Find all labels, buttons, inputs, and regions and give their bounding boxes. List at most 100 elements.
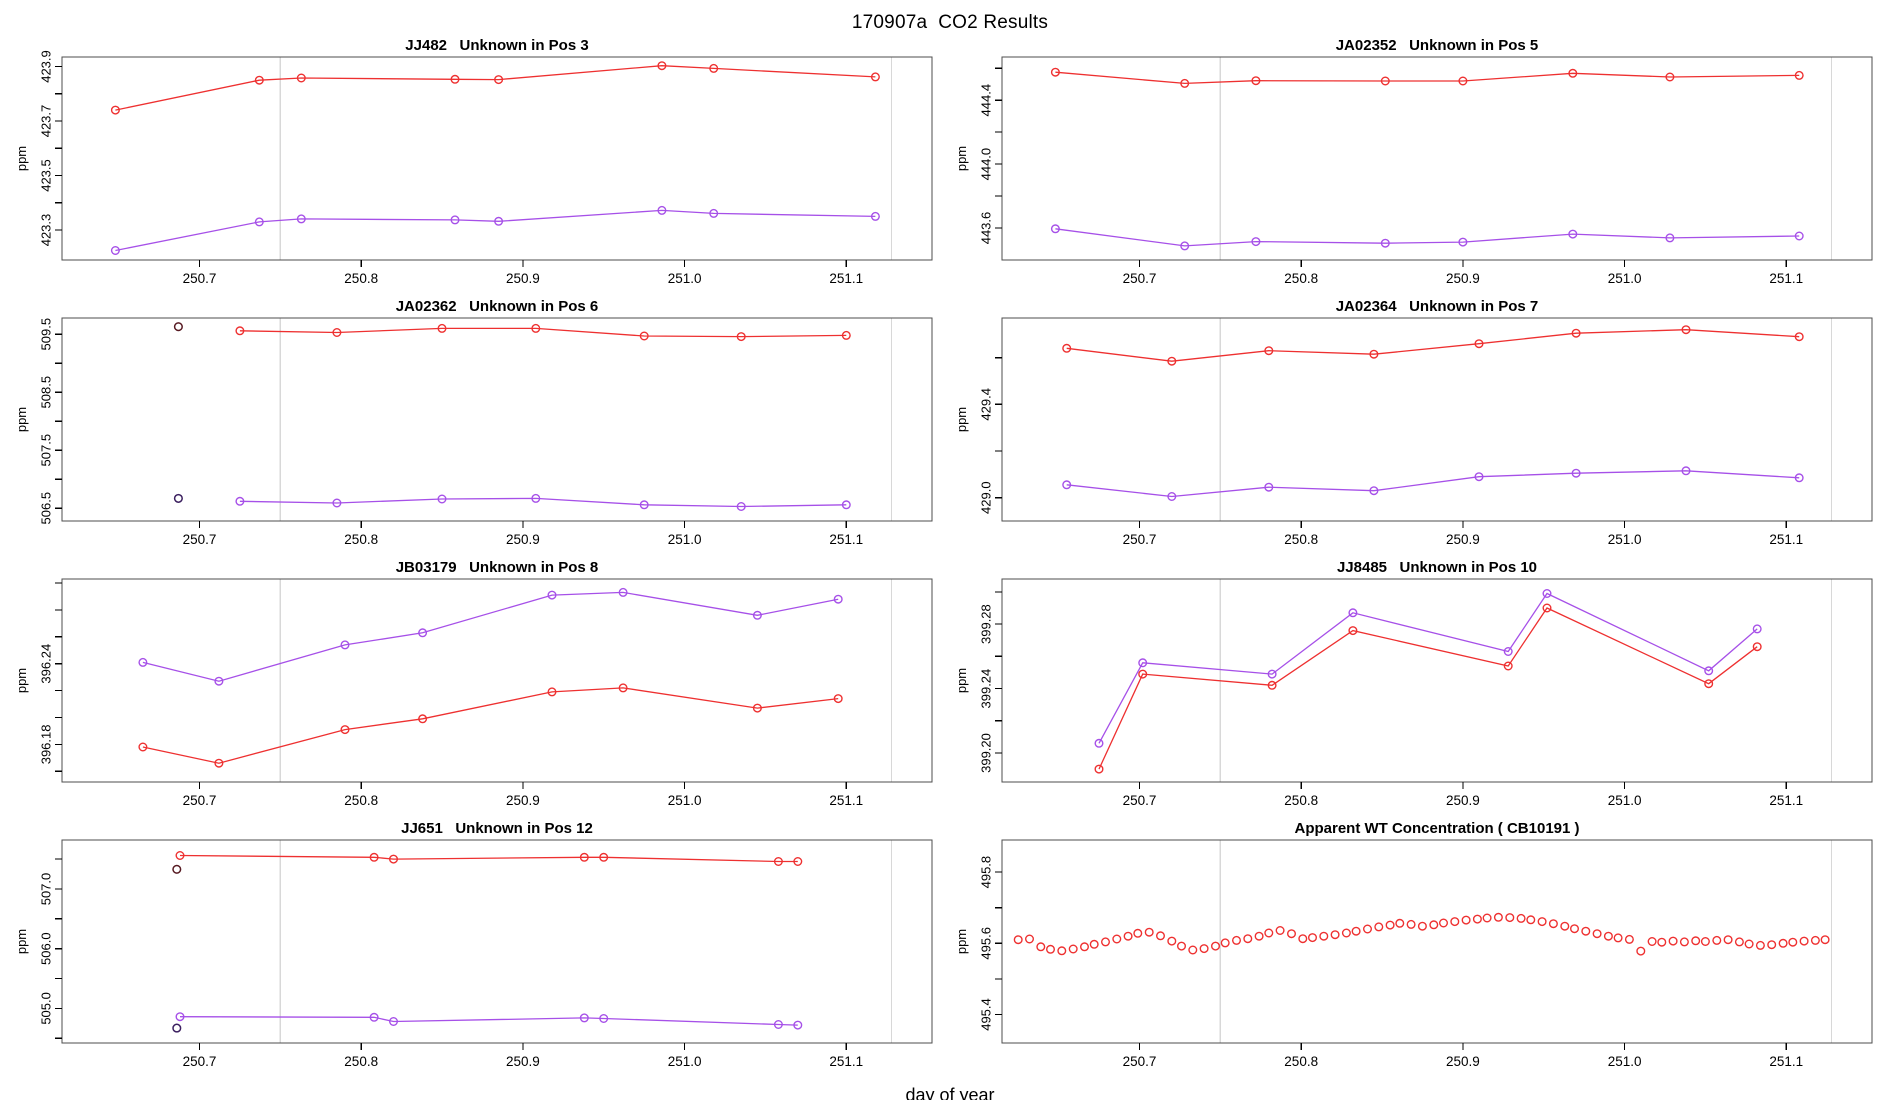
svg-text:250.9: 250.9 bbox=[506, 793, 540, 808]
svg-text:250.8: 250.8 bbox=[1284, 271, 1318, 286]
svg-text:ppm: ppm bbox=[14, 668, 29, 693]
svg-text:250.9: 250.9 bbox=[1446, 271, 1480, 286]
chart-canvas: 505.0 506.0 507.0 250.7 250.8 250.9 251.0 251.1… bbox=[14, 820, 933, 1069]
svg-text:250.9: 250.9 bbox=[506, 532, 540, 547]
svg-text:251.1: 251.1 bbox=[829, 532, 863, 547]
subplot-row3-col2: 399.20 399.24 399.28 250.7 250.8 250.9 251.0 25… bbox=[948, 558, 1878, 819]
svg-text:251.1: 251.1 bbox=[829, 1054, 863, 1069]
svg-text:250.8: 250.8 bbox=[1284, 1054, 1318, 1069]
subplot-row3-col1: 396.18 396.24 250.7 250.8 250.9 251.0 251.1 ppm… bbox=[8, 558, 938, 819]
svg-text:396.18: 396.18 bbox=[39, 725, 54, 765]
svg-text:250.9: 250.9 bbox=[1446, 1054, 1480, 1069]
figure-title: 170907a CO2 Results bbox=[851, 12, 1049, 33]
svg-text:250.7: 250.7 bbox=[183, 532, 217, 547]
svg-text:507.0: 507.0 bbox=[39, 873, 54, 906]
svg-text:250.7: 250.7 bbox=[1123, 532, 1157, 547]
svg-text:ppm: ppm bbox=[954, 407, 969, 432]
svg-text:JA02364 Unknown in Pos 7: JA02364 Unknown in Pos 7 bbox=[1336, 298, 1539, 315]
svg-text:JA02362 Unknown in Pos 6: JA02362 Unknown in Pos 6 bbox=[396, 298, 599, 315]
svg-text:495.4: 495.4 bbox=[979, 998, 994, 1031]
svg-text:251.0: 251.0 bbox=[668, 793, 702, 808]
svg-text:495.8: 495.8 bbox=[979, 856, 994, 889]
svg-text:ppm: ppm bbox=[14, 407, 29, 432]
chart-canvas: 399.20 399.24 399.28 250.7 250.8 250.9 251.0 25… bbox=[954, 559, 1873, 808]
svg-text:ppm: ppm bbox=[954, 668, 969, 693]
svg-text:250.7: 250.7 bbox=[1123, 793, 1157, 808]
chart-canvas: 506.5 507.5 508.5 509.5 250.7 250.8 250.9 251.0… bbox=[14, 298, 933, 547]
svg-text:495.6: 495.6 bbox=[979, 927, 994, 960]
svg-text:251.0: 251.0 bbox=[668, 532, 702, 547]
svg-text:251.0: 251.0 bbox=[1608, 1054, 1642, 1069]
svg-text:ppm: ppm bbox=[954, 929, 969, 954]
subplot-row4-col2: 495.4 495.6 495.8 250.7 250.8 250.9 251.0 251.1… bbox=[948, 819, 1878, 1080]
svg-text:423.9: 423.9 bbox=[39, 50, 54, 83]
svg-text:JJ651 Unknown in Pos 12: JJ651 Unknown in Pos 12 bbox=[401, 820, 593, 837]
svg-text:250.9: 250.9 bbox=[1446, 532, 1480, 547]
chart-canvas: 443.6 444.0 444.4 250.7 250.8 250.9 251.0 251.1… bbox=[954, 37, 1873, 286]
svg-text:250.7: 250.7 bbox=[183, 1054, 217, 1069]
chart-canvas: 396.18 396.24 250.7 250.8 250.9 251.0 251.1 ppm… bbox=[14, 559, 933, 808]
x-axis-label: day of year bbox=[905, 1084, 995, 1100]
svg-text:Apparent WT Concentration ( CB: Apparent WT Concentration ( CB10191 ) bbox=[1294, 820, 1579, 837]
svg-text:JJ8485 Unknown in Pos 10: JJ8485 Unknown in Pos 10 bbox=[1337, 559, 1537, 576]
svg-text:251.0: 251.0 bbox=[1608, 271, 1642, 286]
subplot-row2-col1: 506.5 507.5 508.5 509.5 250.7 250.8 250.9 251.0… bbox=[8, 297, 938, 558]
svg-text:250.8: 250.8 bbox=[344, 793, 378, 808]
svg-text:ppm: ppm bbox=[14, 146, 29, 171]
svg-text:508.5: 508.5 bbox=[39, 376, 54, 409]
svg-text:250.7: 250.7 bbox=[1123, 271, 1157, 286]
svg-text:251.0: 251.0 bbox=[668, 271, 702, 286]
svg-text:506.5: 506.5 bbox=[39, 492, 54, 525]
svg-text:506.0: 506.0 bbox=[39, 932, 54, 965]
svg-text:251.1: 251.1 bbox=[829, 271, 863, 286]
svg-text:423.7: 423.7 bbox=[39, 105, 54, 138]
svg-text:250.7: 250.7 bbox=[1123, 1054, 1157, 1069]
svg-text:251.1: 251.1 bbox=[1769, 1054, 1803, 1069]
svg-text:444.0: 444.0 bbox=[979, 148, 994, 181]
svg-text:250.8: 250.8 bbox=[1284, 793, 1318, 808]
svg-text:399.20: 399.20 bbox=[979, 733, 994, 773]
svg-text:507.5: 507.5 bbox=[39, 434, 54, 467]
svg-text:250.7: 250.7 bbox=[183, 271, 217, 286]
svg-text:429.4: 429.4 bbox=[979, 388, 994, 421]
svg-text:251.0: 251.0 bbox=[1608, 532, 1642, 547]
svg-text:251.1: 251.1 bbox=[829, 793, 863, 808]
chart-canvas: 495.4 495.6 495.8 250.7 250.8 250.9 251.0 251.1… bbox=[954, 820, 1873, 1069]
svg-text:250.9: 250.9 bbox=[506, 1054, 540, 1069]
svg-text:250.8: 250.8 bbox=[344, 1054, 378, 1069]
svg-text:251.1: 251.1 bbox=[1769, 532, 1803, 547]
svg-text:399.28: 399.28 bbox=[979, 604, 994, 644]
svg-text:250.9: 250.9 bbox=[1446, 793, 1480, 808]
subplot-row4-col1: 505.0 506.0 507.0 250.7 250.8 250.9 251.0 251.1… bbox=[8, 819, 938, 1080]
svg-text:251.1: 251.1 bbox=[1769, 271, 1803, 286]
svg-text:251.0: 251.0 bbox=[1608, 793, 1642, 808]
svg-text:423.5: 423.5 bbox=[39, 159, 54, 192]
subplot-row1-col2: 443.6 444.0 444.4 250.7 250.8 250.9 251.0 251.1… bbox=[948, 36, 1878, 297]
svg-text:443.6: 443.6 bbox=[979, 212, 994, 245]
chart-canvas: 423.3 423.5 423.7 423.9 250.7 250.8 250.9 251.0… bbox=[14, 37, 933, 286]
subplot-row2-col2: 429.0 429.4 250.7 250.8 250.9 251.0 251.1 ppm JA… bbox=[948, 297, 1878, 558]
svg-text:429.0: 429.0 bbox=[979, 481, 994, 514]
svg-text:505.0: 505.0 bbox=[39, 992, 54, 1025]
svg-text:396.24: 396.24 bbox=[39, 644, 54, 684]
svg-text:250.8: 250.8 bbox=[344, 271, 378, 286]
svg-text:JJ482 Unknown in Pos 3: JJ482 Unknown in Pos 3 bbox=[405, 37, 588, 54]
svg-text:250.8: 250.8 bbox=[1284, 532, 1318, 547]
svg-text:JA02352 Unknown in Pos 5: JA02352 Unknown in Pos 5 bbox=[1336, 37, 1539, 54]
svg-text:ppm: ppm bbox=[14, 929, 29, 954]
svg-text:250.9: 250.9 bbox=[506, 271, 540, 286]
svg-text:423.3: 423.3 bbox=[39, 214, 54, 247]
svg-text:399.24: 399.24 bbox=[979, 669, 994, 709]
chart-canvas: 429.0 429.4 250.7 250.8 250.9 251.0 251.1 ppm JA… bbox=[954, 298, 1873, 547]
svg-text:509.5: 509.5 bbox=[39, 318, 54, 351]
svg-text:250.7: 250.7 bbox=[183, 793, 217, 808]
svg-text:ppm: ppm bbox=[954, 146, 969, 171]
svg-text:251.1: 251.1 bbox=[1769, 793, 1803, 808]
subplot-grid: 423.3 423.5 423.7 423.9 250.7 250.8 250.9 251.0… bbox=[0, 36, 1900, 1080]
svg-text:JB03179 Unknown in Pos 8: JB03179 Unknown in Pos 8 bbox=[396, 559, 599, 576]
svg-text:444.4: 444.4 bbox=[979, 84, 994, 117]
svg-text:250.8: 250.8 bbox=[344, 532, 378, 547]
svg-text:251.0: 251.0 bbox=[668, 1054, 702, 1069]
subplot-row1-col1: 423.3 423.5 423.7 423.9 250.7 250.8 250.9 251.0… bbox=[8, 36, 938, 297]
